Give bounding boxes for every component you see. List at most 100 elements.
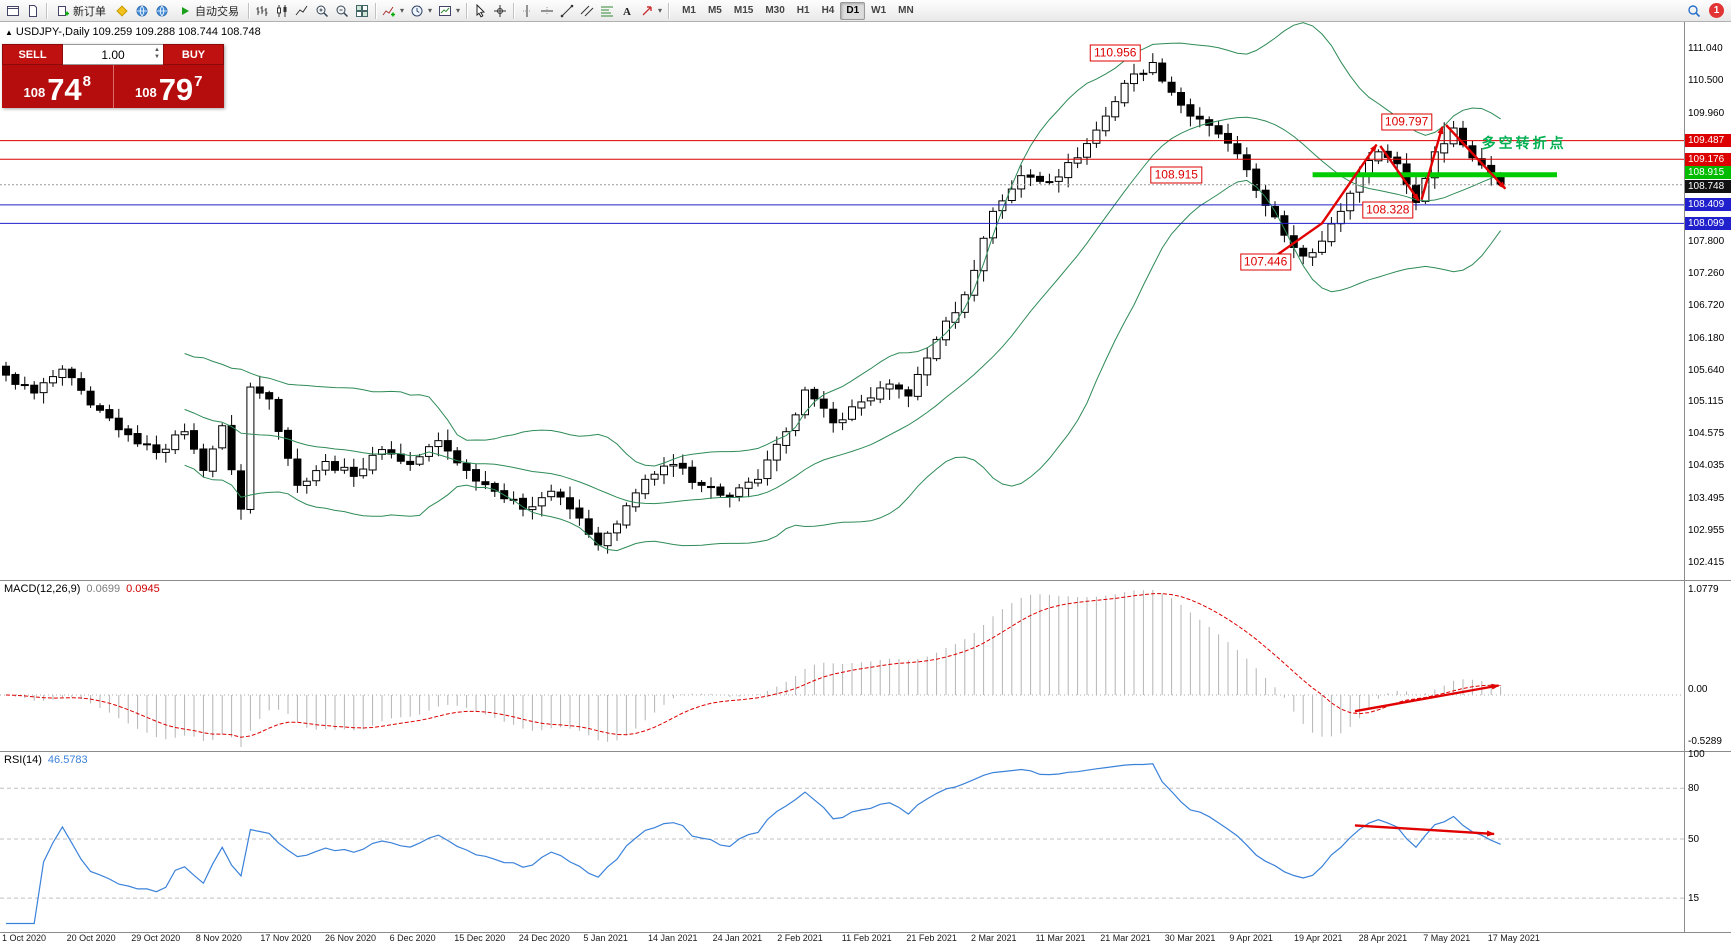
trend-arrow[interactable]: [1420, 125, 1444, 200]
timeframe-w1[interactable]: W1: [865, 2, 892, 20]
timeframe-mn[interactable]: MN: [892, 2, 920, 20]
sell-price[interactable]: 108 74 8: [2, 65, 113, 108]
new-chart-button[interactable]: [3, 1, 23, 21]
linechart-icon: [295, 5, 308, 15]
timeframe-m1[interactable]: M1: [676, 2, 702, 20]
chart-chrome: [0, 22, 1731, 933]
cursor-tool-button[interactable]: [470, 1, 490, 21]
candle: [96, 405, 104, 411]
candle: [519, 497, 527, 510]
volume-input[interactable]: 1.00 ▲ ▼: [63, 44, 163, 65]
sell-button[interactable]: SELL: [2, 44, 63, 65]
candle: [349, 466, 358, 477]
trend-arrow[interactable]: [1354, 683, 1500, 713]
date-tick: 11 Feb 2021: [841, 933, 892, 943]
candle: [1271, 206, 1279, 218]
price-line-label[interactable]: 108.748: [1685, 180, 1731, 194]
textA-icon: A: [623, 6, 631, 18]
price-line-label[interactable]: 108.915: [1685, 166, 1731, 180]
price-annotation[interactable]: 110.956: [1089, 44, 1141, 62]
one-click-trading-panel: SELL 1.00 ▲ ▼ BUY 108 74 8 108 79 7: [2, 44, 224, 108]
candle: [998, 200, 1007, 212]
candle: [688, 466, 697, 483]
candles-icon: [277, 4, 287, 17]
buy-button[interactable]: BUY: [163, 44, 224, 65]
arrows-tool-button[interactable]: ▾: [637, 1, 665, 21]
search-button[interactable]: [1684, 1, 1704, 21]
market-button[interactable]: [152, 1, 172, 21]
price-line-label[interactable]: 108.099: [1685, 216, 1731, 230]
candle: [1318, 240, 1326, 253]
autotrading-button[interactable]: 自动交易: [172, 1, 245, 21]
timeframe-h1[interactable]: H1: [791, 2, 816, 20]
community-button[interactable]: [132, 1, 152, 21]
volume-spinner-icons[interactable]: ▲ ▼: [154, 47, 160, 60]
fibonacci-tool-button[interactable]: [597, 1, 617, 21]
vertical-line-tool-button[interactable]: [517, 1, 537, 21]
dropdown-arrow-icon: ▾: [456, 6, 461, 15]
play-icon: [182, 6, 189, 15]
candle: [1007, 188, 1016, 202]
profiles-button[interactable]: [23, 1, 43, 21]
candle: [1355, 175, 1364, 193]
trend-arrow[interactable]: [1354, 824, 1495, 837]
price-tick: 107.800: [1688, 236, 1725, 248]
timeframe-d1[interactable]: D1: [840, 1, 866, 20]
periods-button[interactable]: ▾: [407, 1, 435, 21]
zoom-out-button[interactable]: [332, 1, 352, 21]
timeframe-m5[interactable]: M5: [702, 2, 728, 20]
zoomin-icon: [316, 5, 329, 17]
trend-arrow[interactable]: [1379, 145, 1420, 202]
price-annotation[interactable]: 109.797: [1380, 113, 1433, 131]
trendline-tool-button[interactable]: [557, 1, 577, 21]
candle: [293, 458, 302, 486]
date-tick: 17 May 2021: [1487, 933, 1540, 943]
price-annotation[interactable]: 108.328: [1362, 201, 1414, 219]
candle: [716, 486, 725, 496]
page-icon: [29, 4, 37, 17]
price-line-label[interactable]: 109.487: [1685, 134, 1731, 148]
bar-chart-mode-button[interactable]: [252, 1, 272, 21]
trend-arrow[interactable]: [1270, 143, 1378, 260]
candle: [1252, 168, 1261, 191]
price-line-label[interactable]: 108.409: [1685, 198, 1731, 212]
horizontal-line-tool-button[interactable]: [537, 1, 557, 21]
candlestick-mode-button[interactable]: [272, 1, 292, 21]
price-annotation[interactable]: 107.446: [1239, 253, 1292, 271]
channel-tool-button[interactable]: [577, 1, 597, 21]
timeframe-m30[interactable]: M30: [759, 2, 790, 20]
candle: [1214, 125, 1223, 135]
date-tick: 15 Dec 2020: [454, 933, 506, 943]
macd-signal-line: [5, 593, 1501, 738]
turning-point-annotation[interactable]: 多空转折点: [1481, 134, 1567, 151]
diamond-icon: [116, 4, 128, 17]
notification-badge[interactable]: 1: [1709, 3, 1724, 18]
zoom-in-button[interactable]: [312, 1, 332, 21]
date-tick: 21 Feb 2021: [906, 933, 957, 943]
templates-button[interactable]: ▾: [435, 1, 463, 21]
indicators-list-button[interactable]: ▾: [379, 1, 407, 21]
text-tool-button[interactable]: A: [617, 1, 637, 21]
timeframe-m15[interactable]: M15: [728, 2, 759, 20]
candle: [331, 461, 339, 471]
candle: [725, 494, 734, 498]
candle: [434, 440, 443, 448]
timeframe-h4[interactable]: H4: [816, 2, 841, 20]
price-line-label[interactable]: 109.176: [1685, 152, 1731, 166]
new-order-button[interactable]: 新订单: [50, 1, 112, 21]
date-tick: 2 Feb 2021: [777, 933, 823, 943]
macd-axis-tick: -0.5289: [1688, 736, 1722, 747]
tile-windows-button[interactable]: [352, 1, 372, 21]
collapse-panel-arrow-icon[interactable]: ▲: [5, 28, 13, 37]
candle: [312, 470, 321, 482]
line-chart-mode-button[interactable]: [292, 1, 312, 21]
rsi-panel: [0, 763, 1684, 925]
crosshair-tool-button[interactable]: [490, 1, 510, 21]
buy-price-point: 7: [194, 73, 203, 90]
metaeditor-button[interactable]: [112, 1, 132, 21]
price-annotation[interactable]: 108.915: [1150, 166, 1202, 184]
candle: [622, 505, 631, 526]
candle: [556, 491, 565, 498]
buy-price[interactable]: 108 79 7: [112, 65, 225, 108]
